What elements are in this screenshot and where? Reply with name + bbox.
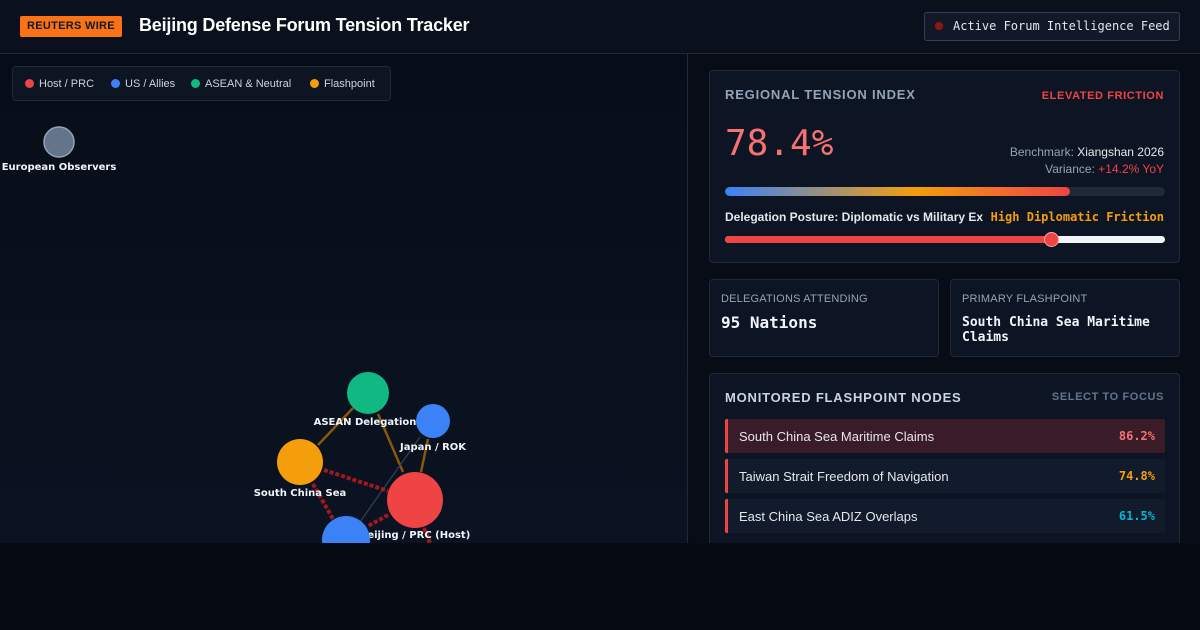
graph-legend: Host / PRC US / Allies ASEAN & Neutral F… (12, 66, 391, 101)
posture-slider-handle[interactable] (1044, 232, 1059, 247)
variance-label: Variance: (1045, 162, 1095, 176)
node-circle[interactable] (44, 127, 74, 157)
legend-dot-icon (191, 79, 200, 88)
node-circle[interactable] (387, 472, 443, 528)
tension-progress-fill (725, 187, 1070, 196)
variance-value: +14.2% YoY (1098, 162, 1164, 176)
flashpoint-list-title: MONITORED FLASHPOINT NODES (725, 390, 962, 405)
posture-slider-fill (725, 236, 1051, 243)
node-label: Beijing / PRC (Host) (360, 530, 471, 541)
posture-value: High Diplomatic Friction (991, 210, 1164, 224)
posture-label: Delegation Posture: Diplomatic vs Milita… (725, 210, 983, 224)
edge-beijing-allies[interactable] (368, 515, 388, 526)
node-label: European Observers (2, 162, 117, 173)
legend-dot-icon (25, 79, 34, 88)
delegations-value: 95 Nations (721, 313, 927, 332)
page-title: Beijing Defense Forum Tension Tracker (139, 15, 469, 36)
node-circle[interactable] (347, 372, 389, 414)
network-graph-panel[interactable]: European Observers ASEAN Delegation Japa… (0, 54, 688, 543)
delegations-card: DELEGATIONS ATTENDING 95 Nations (709, 279, 939, 357)
status-badge: ELEVATED FRICTION (1042, 90, 1164, 102)
tension-index-card: REGIONAL TENSION INDEX ELEVATED FRICTION… (709, 70, 1180, 263)
primary-flashpoint-card: PRIMARY FLASHPOINT South China Sea Marit… (950, 279, 1180, 357)
benchmark-line: Benchmark: Xiangshan 2026 (1010, 145, 1164, 159)
flashpoint-list-card: MONITORED FLASHPOINT NODES SELECT TO FOC… (709, 373, 1180, 543)
flashpoint-row[interactable]: Taiwan Strait Freedom of Navigation 74.8… (725, 459, 1165, 493)
page-footer-area (0, 543, 1200, 630)
flashpoint-name: South China Sea Maritime Claims (739, 429, 934, 444)
node-label: Japan / ROK (399, 442, 467, 453)
node-label: ASEAN Delegation (314, 417, 417, 428)
legend-label: Flashpoint (324, 78, 375, 90)
primary-flashpoint-label: PRIMARY FLASHPOINT (962, 293, 1087, 305)
network-graph[interactable]: European Observers ASEAN Delegation Japa… (0, 54, 688, 543)
benchmark-label: Benchmark: (1010, 145, 1074, 159)
flashpoint-name: Taiwan Strait Freedom of Navigation (739, 469, 949, 484)
flashpoint-score: 86.2% (1119, 429, 1155, 443)
app-header: REUTERS WIRE Beijing Defense Forum Tensi… (0, 0, 1200, 54)
flashpoint-score: 74.8% (1119, 469, 1155, 483)
tension-value: 78.4% (725, 123, 833, 164)
legend-dot-icon (111, 79, 120, 88)
brand-badge: REUTERS WIRE (20, 16, 122, 37)
live-status-dot-icon (935, 22, 943, 30)
posture-slider[interactable] (725, 236, 1165, 243)
flashpoint-list-hint: SELECT TO FOCUS (1052, 391, 1164, 403)
legend-item-asean: ASEAN & Neutral (191, 78, 291, 90)
node-japan-rok[interactable]: Japan / ROK (399, 404, 467, 453)
benchmark-value: Xiangshan 2026 (1077, 145, 1164, 159)
legend-label: ASEAN & Neutral (205, 78, 291, 90)
tension-progress-bar (725, 187, 1165, 196)
flashpoint-row[interactable]: South China Sea Maritime Claims 86.2% (725, 419, 1165, 453)
flashpoint-score: 61.5% (1119, 509, 1155, 523)
feed-label: Active Forum Intelligence Feed (953, 19, 1170, 33)
variance-line: Variance: +14.2% YoY (1045, 162, 1164, 176)
node-us-allies[interactable] (322, 516, 370, 543)
tension-card-title: REGIONAL TENSION INDEX (725, 87, 916, 102)
legend-item-host: Host / PRC (25, 78, 94, 90)
legend-label: Host / PRC (39, 78, 94, 90)
legend-dot-icon (310, 79, 319, 88)
node-circle[interactable] (416, 404, 450, 438)
node-asean-delegation[interactable]: ASEAN Delegation (314, 372, 417, 428)
node-label: South China Sea (254, 488, 347, 499)
delegations-label: DELEGATIONS ATTENDING (721, 293, 868, 305)
flashpoint-name: East China Sea ADIZ Overlaps (739, 509, 917, 524)
flashpoint-row[interactable]: East China Sea ADIZ Overlaps 61.5% (725, 499, 1165, 533)
legend-item-flashpoint: Flashpoint (310, 78, 375, 90)
legend-label: US / Allies (125, 78, 175, 90)
node-circle[interactable] (277, 439, 323, 485)
intel-sidebar: REGIONAL TENSION INDEX ELEVATED FRICTION… (689, 54, 1200, 543)
node-beijing-prc-host[interactable]: Beijing / PRC (Host) (360, 472, 471, 541)
primary-flashpoint-value: South China Sea Maritime Claims (962, 315, 1168, 345)
node-european-observers[interactable]: European Observers (2, 127, 117, 173)
node-circle[interactable] (322, 516, 370, 543)
legend-item-us-allies: US / Allies (111, 78, 175, 90)
node-south-china-sea[interactable]: South China Sea (254, 439, 347, 499)
intelligence-feed-button[interactable]: Active Forum Intelligence Feed (924, 12, 1180, 41)
